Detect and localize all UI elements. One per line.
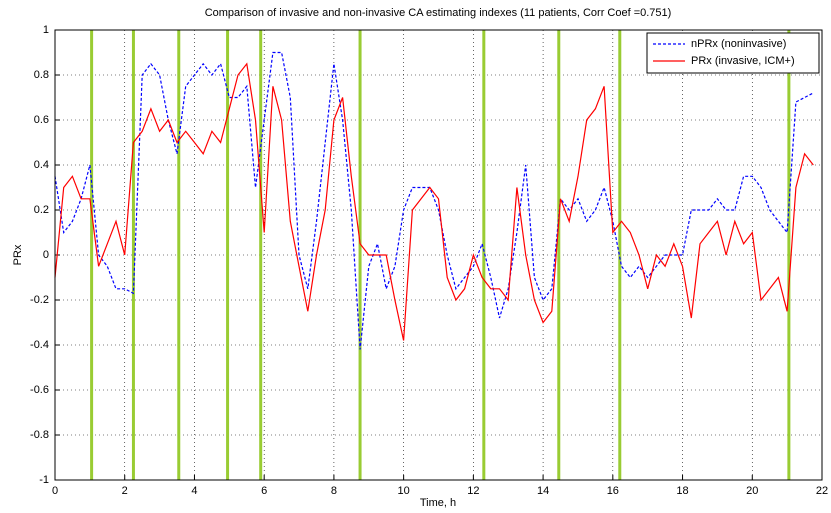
x-tick-label: 0 bbox=[52, 485, 58, 497]
x-tick-label: 10 bbox=[398, 485, 410, 497]
chart-title: Comparison of invasive and non-invasive … bbox=[205, 7, 672, 19]
y-tick-label: 0 bbox=[43, 249, 49, 261]
y-tick-label: 0.4 bbox=[34, 159, 49, 171]
y-tick-label: -0.6 bbox=[30, 384, 49, 396]
y-tick-label: -0.4 bbox=[30, 339, 49, 351]
y-tick-label: -1 bbox=[39, 474, 49, 486]
series-line bbox=[54, 62, 814, 341]
x-tick-label: 14 bbox=[537, 485, 549, 497]
x-tick-label: 8 bbox=[331, 485, 337, 497]
series-line bbox=[54, 51, 814, 350]
y-tick-label: 0.6 bbox=[34, 114, 49, 126]
x-tick-label: 20 bbox=[746, 485, 758, 497]
x-axis-label: Time, h bbox=[420, 497, 456, 509]
y-tick-label: -0.2 bbox=[30, 294, 49, 306]
x-tick-label: 22 bbox=[816, 485, 828, 497]
legend-box bbox=[646, 32, 820, 74]
plot-area bbox=[55, 30, 822, 480]
legend-label: PRx (invasive, ICM+) bbox=[691, 55, 795, 67]
y-tick-label: 1 bbox=[43, 24, 49, 36]
x-tick-label: 2 bbox=[122, 485, 128, 497]
legend: nPRx (noninvasive) PRx (invasive, ICM+) bbox=[646, 32, 820, 74]
x-tick-label: 12 bbox=[467, 485, 479, 497]
x-tick-label: 4 bbox=[191, 485, 197, 497]
legend-label: nPRx (noninvasive) bbox=[691, 38, 786, 50]
y-tick-label: 0.2 bbox=[34, 204, 49, 216]
x-tick-label: 16 bbox=[607, 485, 619, 497]
y-tick-label: 0.8 bbox=[34, 69, 49, 81]
y-tick-label: -0.8 bbox=[30, 429, 49, 441]
y-axis-label: PRx bbox=[12, 244, 24, 265]
plot-frame bbox=[54, 29, 823, 481]
x-tick-label: 6 bbox=[261, 485, 267, 497]
x-tick-label: 18 bbox=[676, 485, 688, 497]
